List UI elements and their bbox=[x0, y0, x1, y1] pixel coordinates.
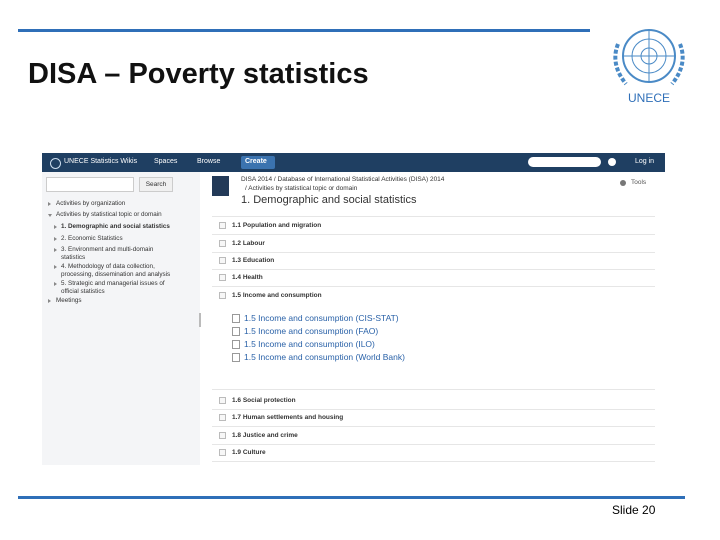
logo-label: UNECE bbox=[628, 91, 670, 105]
section-label[interactable]: 1.2 Labour bbox=[232, 240, 265, 247]
section-label[interactable]: 1.6 Social protection bbox=[232, 397, 296, 404]
divider bbox=[212, 216, 655, 217]
page-icon bbox=[232, 314, 240, 323]
tree-item[interactable]: 3. Environment and multi-domain statisti… bbox=[61, 246, 154, 261]
search-field[interactable] bbox=[528, 157, 601, 167]
tools-menu[interactable]: Tools bbox=[631, 179, 647, 186]
collapse-box[interactable] bbox=[219, 292, 226, 299]
tree-item[interactable]: Activities by organization bbox=[56, 200, 126, 207]
page-icon bbox=[232, 340, 240, 349]
section-row[interactable]: 1.7 Human settlements and housing bbox=[212, 409, 655, 427]
section-row[interactable]: 1.8 Justice and crime bbox=[212, 427, 655, 445]
section-row[interactable]: 1.6 Social protection bbox=[212, 392, 655, 410]
tree-item[interactable]: 4. Methodology of data collection, proce… bbox=[61, 263, 171, 278]
section-row[interactable]: 1.1 Population and migration bbox=[212, 217, 655, 235]
expand-box[interactable] bbox=[219, 414, 226, 421]
section-label[interactable]: 1.5 Income and consumption bbox=[232, 292, 322, 299]
menu-browse[interactable]: Browse bbox=[197, 158, 221, 165]
resize-handle[interactable] bbox=[199, 313, 201, 327]
section-row-expanded[interactable]: 1.5 Income and consumption bbox=[212, 287, 655, 390]
section-label[interactable]: 1.8 Justice and crime bbox=[232, 432, 298, 439]
breadcrumb[interactable]: / Activities by statistical topic or dom… bbox=[245, 185, 358, 192]
chevron bbox=[48, 202, 51, 206]
tools-icon[interactable] bbox=[620, 180, 626, 186]
tree-item[interactable]: Meetings bbox=[56, 297, 82, 304]
page-link[interactable]: 1.5 Income and consumption (World Bank) bbox=[244, 352, 405, 362]
chevron bbox=[54, 237, 57, 241]
page-icon bbox=[232, 327, 240, 336]
chevron bbox=[54, 282, 57, 286]
page-icon bbox=[232, 353, 240, 362]
chevron bbox=[54, 248, 57, 252]
slide-title: DISA – Poverty statistics bbox=[28, 58, 369, 90]
wiki-logo bbox=[50, 158, 61, 169]
page-link[interactable]: 1.5 Income and consumption (ILO) bbox=[244, 339, 375, 349]
wiki-screenshot: UNECE Statistics Wikis Spaces Browse Cre… bbox=[42, 153, 665, 465]
section-label[interactable]: 1.9 Culture bbox=[232, 449, 266, 456]
create-button[interactable] bbox=[241, 156, 275, 169]
section-label[interactable]: 1.3 Education bbox=[232, 257, 275, 264]
login[interactable]: Log in bbox=[635, 158, 655, 165]
brand[interactable]: UNECE Statistics Wikis bbox=[64, 158, 138, 165]
bottom-rule bbox=[18, 496, 685, 499]
top-bar: UNECE Statistics Wikis Spaces Browse Cre… bbox=[42, 153, 665, 172]
section-label[interactable]: 1.4 Health bbox=[232, 274, 263, 281]
expand-box[interactable] bbox=[219, 432, 226, 439]
chevron bbox=[54, 265, 57, 269]
section-row[interactable]: 1.4 Health bbox=[212, 269, 655, 287]
expand-box[interactable] bbox=[219, 397, 226, 404]
page-link[interactable]: 1.5 Income and consumption (CIS-STAT) bbox=[244, 313, 399, 323]
tree-item[interactable]: 2. Economic Statistics bbox=[61, 235, 123, 242]
tree-item[interactable]: Activities by statistical topic or domai… bbox=[56, 211, 162, 218]
sidebar-search-input[interactable] bbox=[46, 177, 134, 192]
page-link[interactable]: 1.5 Income and consumption (FAO) bbox=[244, 326, 379, 336]
page-title: 1. Demographic and social statistics bbox=[241, 194, 417, 206]
unece-logo: UNECE bbox=[613, 29, 685, 105]
expand-box[interactable] bbox=[219, 257, 226, 264]
section-row[interactable]: 1.9 Culture bbox=[212, 444, 655, 462]
section-row[interactable]: 1.3 Education bbox=[212, 252, 655, 270]
sidebar: Search Activities by organization Activi… bbox=[42, 172, 200, 465]
tree-item[interactable]: 1. Demographic and social statistics bbox=[61, 223, 170, 230]
expand-box[interactable] bbox=[219, 240, 226, 247]
menu-spaces[interactable]: Spaces bbox=[154, 158, 178, 165]
space-icon bbox=[212, 176, 229, 196]
tree-item[interactable]: 5. Strategic and managerial issues of of… bbox=[61, 280, 165, 295]
expand-box[interactable] bbox=[219, 449, 226, 456]
chevron bbox=[48, 299, 51, 303]
breadcrumb[interactable]: DISA 2014 / Database of International St… bbox=[241, 176, 445, 183]
slide-number: Slide 20 bbox=[612, 503, 656, 517]
create-label[interactable]: Create bbox=[245, 158, 267, 165]
expand-box[interactable] bbox=[219, 222, 226, 229]
section-label[interactable]: 1.7 Human settlements and housing bbox=[232, 414, 344, 421]
top-rule bbox=[18, 29, 590, 32]
chevron bbox=[54, 225, 57, 229]
section-label[interactable]: 1.1 Population and migration bbox=[232, 222, 322, 229]
help-icon[interactable] bbox=[608, 158, 616, 166]
chevron bbox=[48, 214, 52, 217]
search-button[interactable]: Search bbox=[139, 177, 173, 192]
expand-box[interactable] bbox=[219, 274, 226, 281]
section-row[interactable]: 1.2 Labour bbox=[212, 235, 655, 253]
